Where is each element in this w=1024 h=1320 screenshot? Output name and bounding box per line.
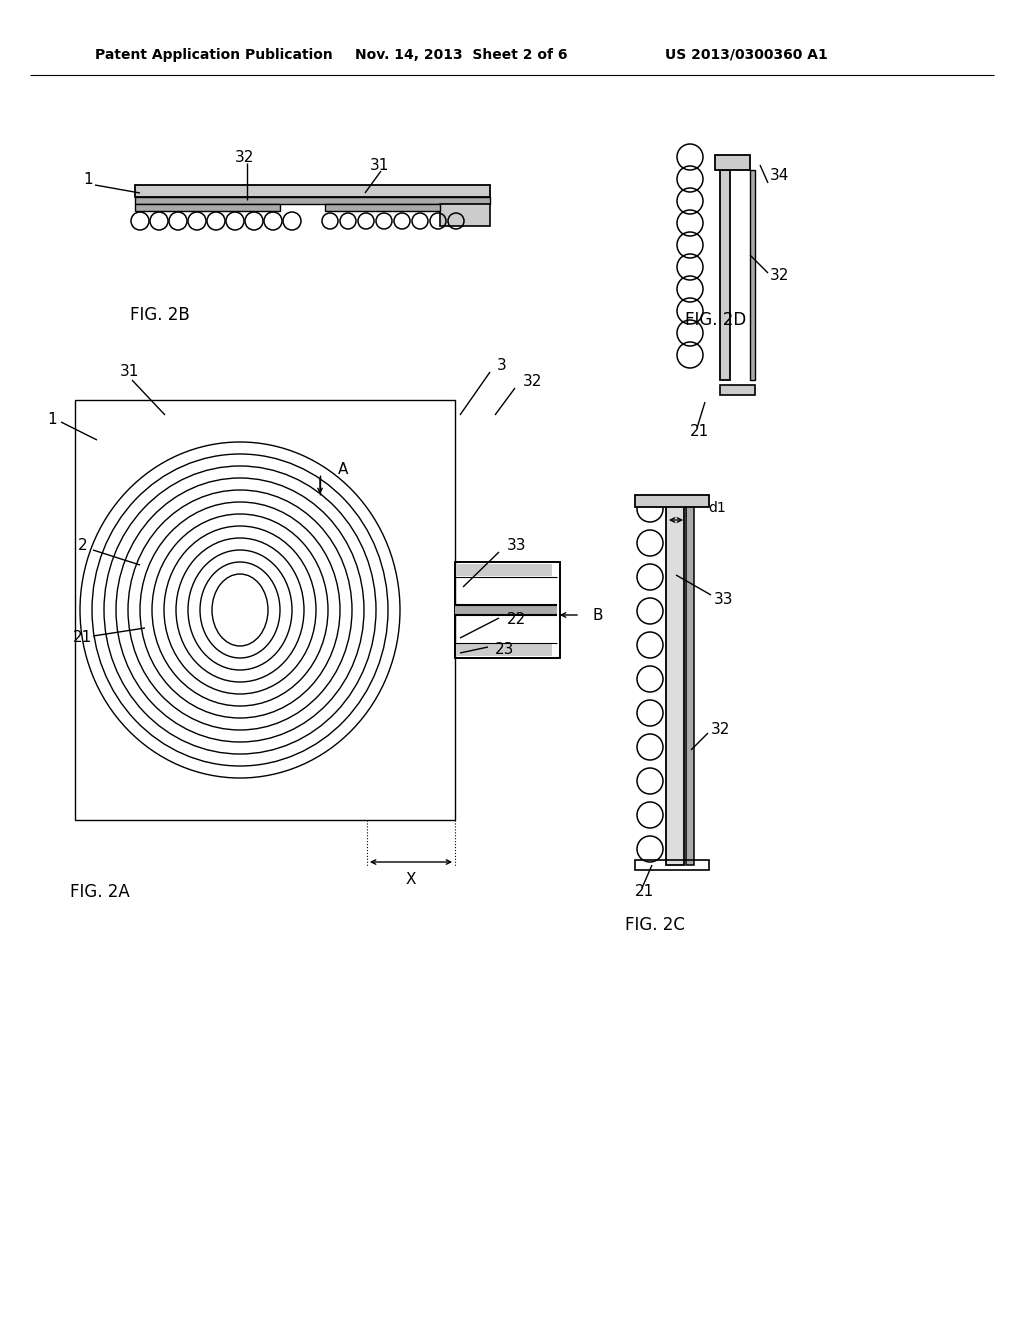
- Text: 23: 23: [495, 643, 514, 657]
- Text: 1: 1: [47, 412, 56, 428]
- Bar: [457, 564, 552, 576]
- Bar: [720, 385, 755, 395]
- Text: 3: 3: [497, 358, 507, 372]
- Text: FIG. 2A: FIG. 2A: [70, 883, 130, 902]
- Text: US 2013/0300360 A1: US 2013/0300360 A1: [665, 48, 827, 62]
- Text: B: B: [592, 607, 602, 623]
- Text: 33: 33: [507, 537, 526, 553]
- Text: FIG. 2B: FIG. 2B: [130, 306, 189, 323]
- Bar: [457, 644, 552, 656]
- Text: 2: 2: [78, 537, 88, 553]
- Bar: [75, 400, 455, 820]
- Bar: [135, 185, 490, 197]
- Bar: [440, 205, 490, 226]
- Text: 31: 31: [370, 157, 389, 173]
- Bar: [686, 500, 694, 865]
- Text: Patent Application Publication: Patent Application Publication: [95, 48, 333, 62]
- Text: 33: 33: [714, 593, 733, 607]
- Text: FIG. 2C: FIG. 2C: [625, 916, 685, 935]
- Text: 34: 34: [770, 168, 790, 182]
- Text: 32: 32: [770, 268, 790, 282]
- Bar: [135, 205, 280, 211]
- Text: 1: 1: [83, 173, 92, 187]
- Text: Nov. 14, 2013  Sheet 2 of 6: Nov. 14, 2013 Sheet 2 of 6: [355, 48, 567, 62]
- Text: A: A: [338, 462, 348, 478]
- Text: 21: 21: [73, 631, 92, 645]
- Text: 22: 22: [507, 612, 526, 627]
- Bar: [635, 495, 709, 507]
- Bar: [455, 605, 557, 615]
- Bar: [715, 154, 750, 170]
- Bar: [750, 170, 755, 380]
- Bar: [455, 562, 560, 657]
- Bar: [666, 500, 684, 865]
- Text: 32: 32: [234, 149, 254, 165]
- Bar: [720, 170, 730, 380]
- Bar: [135, 197, 490, 205]
- Text: 21: 21: [690, 425, 710, 440]
- Bar: [325, 205, 440, 211]
- Bar: [635, 861, 709, 870]
- Text: X: X: [406, 871, 416, 887]
- Text: FIG. 2D: FIG. 2D: [685, 312, 746, 329]
- Text: 32: 32: [523, 375, 543, 389]
- Text: 21: 21: [635, 884, 654, 899]
- Text: 31: 31: [120, 364, 139, 380]
- Text: d1: d1: [708, 502, 726, 515]
- Text: 32: 32: [711, 722, 730, 738]
